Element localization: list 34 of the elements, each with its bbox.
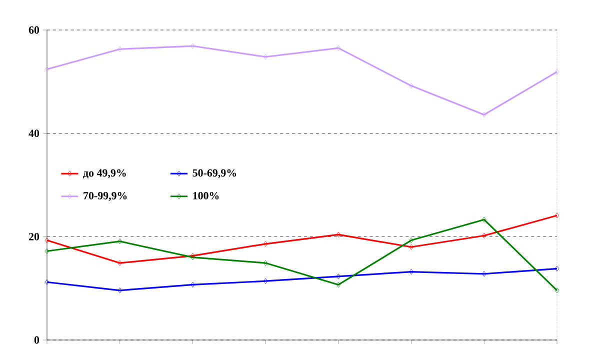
point	[409, 269, 414, 275]
point	[482, 232, 486, 238]
point	[482, 216, 486, 222]
point	[44, 66, 50, 72]
line-series	[44, 266, 560, 294]
point	[336, 274, 341, 280]
y-tick-label: 60	[28, 26, 40, 34]
point	[409, 83, 414, 89]
point	[44, 237, 50, 244]
legend-label: 70-99,9%	[84, 192, 127, 201]
legend-label: 50-69,9%	[192, 169, 236, 178]
point	[263, 54, 268, 60]
point	[263, 260, 268, 266]
point	[44, 279, 50, 285]
point	[336, 45, 341, 51]
point	[554, 69, 560, 75]
point	[482, 271, 486, 277]
y-tick-label: 40	[28, 130, 40, 138]
point	[336, 232, 341, 238]
point	[409, 244, 414, 250]
point	[118, 238, 122, 244]
line-series	[44, 43, 560, 118]
legend-label: до 49,9%	[83, 169, 126, 178]
point	[482, 112, 486, 118]
point	[44, 248, 50, 254]
point	[190, 43, 195, 49]
y-tick-label: 0	[34, 336, 40, 344]
point	[554, 288, 560, 294]
y-tick-label: 20	[28, 232, 40, 240]
line-series	[44, 212, 560, 266]
point	[263, 241, 268, 247]
point	[336, 282, 341, 288]
legend-label: 100%	[193, 192, 219, 200]
point	[554, 212, 560, 218]
